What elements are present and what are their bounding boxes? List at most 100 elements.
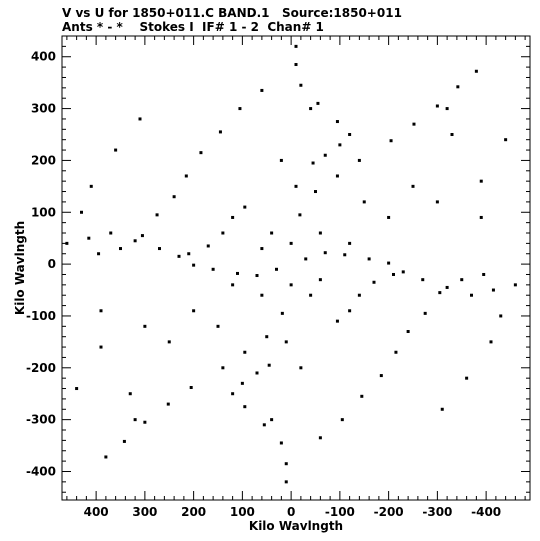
data-points <box>65 44 517 484</box>
uv-point <box>318 231 322 235</box>
uv-point <box>221 366 225 370</box>
tick-marks <box>62 35 530 500</box>
uv-point <box>299 366 303 370</box>
uv-point <box>133 239 137 243</box>
uv-point <box>119 247 122 251</box>
uv-point <box>311 161 315 165</box>
uv-point <box>482 272 486 276</box>
uv-point <box>338 143 342 147</box>
uv-point <box>479 179 483 183</box>
uv-point <box>491 288 495 292</box>
uv-point <box>340 418 344 422</box>
uv-point <box>260 88 264 92</box>
uv-point <box>411 184 415 188</box>
uv-point <box>389 139 393 143</box>
uv-point <box>206 244 210 248</box>
uv-point <box>80 210 83 214</box>
uv-point <box>318 436 322 440</box>
uv-point <box>440 407 444 411</box>
uv-point <box>267 363 271 367</box>
uv-point <box>87 236 91 240</box>
uv-point <box>104 455 108 459</box>
uv-point <box>270 418 274 422</box>
uv-point <box>143 324 147 328</box>
uv-point <box>270 231 274 235</box>
y-tick-label: -400 <box>26 464 56 478</box>
uv-point <box>465 376 469 380</box>
uv-point <box>240 381 244 385</box>
uv-point <box>504 138 508 142</box>
x-tick-label: 100 <box>230 505 255 519</box>
uv-point <box>189 385 193 389</box>
uv-point <box>231 283 235 287</box>
uv-point <box>513 283 517 287</box>
uv-point <box>138 117 142 121</box>
uv-point <box>379 374 383 378</box>
uv-point <box>445 107 449 111</box>
uv-point <box>460 278 464 282</box>
x-tick-label: -300 <box>422 505 452 519</box>
uv-point <box>294 184 298 188</box>
uv-point <box>412 122 416 126</box>
uv-point <box>323 251 327 255</box>
uv-point <box>348 133 352 137</box>
uv-point <box>97 252 101 256</box>
uv-point <box>177 254 181 258</box>
uv-point <box>335 174 339 178</box>
uv-point <box>243 205 247 209</box>
y-tick-label: -100 <box>26 309 56 323</box>
uv-point <box>360 394 364 398</box>
uv-point <box>284 340 288 344</box>
uv-point <box>394 350 398 354</box>
uv-point <box>280 311 284 315</box>
uv-point <box>289 283 293 287</box>
uv-point <box>387 215 391 219</box>
uv-point <box>221 231 225 235</box>
uv-point <box>294 63 298 67</box>
uv-point <box>128 392 132 396</box>
uv-point <box>348 241 352 245</box>
uv-point <box>260 247 264 251</box>
uv-point <box>265 335 269 339</box>
uv-point <box>367 257 371 261</box>
uv-point <box>211 267 215 271</box>
uv-point <box>279 441 283 445</box>
uv-point <box>456 85 460 89</box>
uv-point <box>450 133 454 137</box>
uv-point <box>362 200 366 204</box>
uv-point <box>284 462 288 466</box>
uv-point <box>348 309 352 313</box>
uv-point <box>89 184 93 188</box>
uv-point <box>299 83 303 87</box>
uv-point <box>314 190 317 194</box>
uv-point <box>438 291 442 295</box>
uv-point <box>423 311 427 315</box>
uv-point <box>284 480 288 484</box>
uv-point <box>158 247 161 251</box>
uv-point <box>231 392 235 396</box>
uv-point <box>166 402 170 406</box>
x-tick-label: 300 <box>132 505 157 519</box>
uv-point <box>435 104 439 108</box>
y-tick-label: 100 <box>31 205 56 219</box>
uv-point <box>304 257 308 261</box>
y-tick-label: 200 <box>31 153 56 167</box>
uv-point <box>275 267 278 271</box>
y-tick-label: 0 <box>48 257 56 271</box>
uv-point <box>406 330 410 334</box>
chart-title: V vs U for 1850+011.C BAND.1 Source:1850… <box>62 6 402 20</box>
uv-point <box>172 195 176 199</box>
uv-point <box>479 215 483 219</box>
uv-point <box>499 314 503 318</box>
uv-point <box>143 420 147 424</box>
uv-point <box>294 44 298 48</box>
uv-point <box>155 213 159 217</box>
uv-point <box>357 293 361 297</box>
x-tick-label: -100 <box>325 505 355 519</box>
uv-point <box>262 423 266 427</box>
uv-point <box>133 418 137 422</box>
uv-point <box>260 293 264 297</box>
uv-point <box>187 252 191 256</box>
uv-point <box>435 200 439 204</box>
